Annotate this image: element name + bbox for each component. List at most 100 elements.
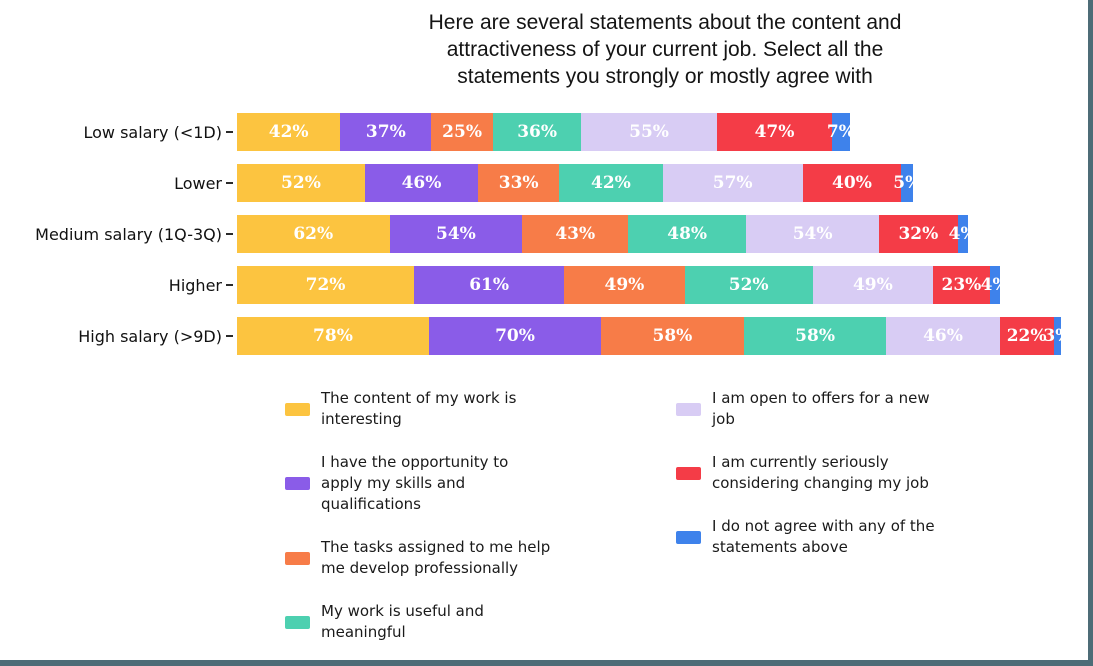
legend-label: I am currently seriously considering cha… xyxy=(712,453,929,492)
bar-segment: 32% xyxy=(879,215,958,253)
bar-segment: 4% xyxy=(981,266,1009,304)
legend-swatch xyxy=(676,530,701,544)
bar-segment: 52% xyxy=(237,164,365,202)
bar-value-label: 25% xyxy=(442,122,482,142)
bar-value-label: 72% xyxy=(305,275,346,295)
bar-segment: 58% xyxy=(743,317,887,355)
bar-value-label: 46% xyxy=(401,173,442,193)
bar-value-label: 3% xyxy=(1043,326,1072,346)
legend-column-right: I am open to offers for a new job I am cu… xyxy=(676,388,935,558)
bar-segment: 43% xyxy=(522,215,629,253)
legend-column-left: The content of my work is interesting I h… xyxy=(285,388,550,643)
plot-area: Low salary (<1D) 42% 37% 25% 36% 55% 47% 7% Lowe… xyxy=(0,113,1071,368)
category-label: High salary (>9D) xyxy=(78,326,222,346)
legend-swatch xyxy=(285,551,310,565)
legend-label: The content of my work is interesting xyxy=(321,389,517,428)
bar-value-label: 49% xyxy=(852,275,893,295)
legend-label: I have the opportunity to apply my skill… xyxy=(321,453,509,513)
legend-swatch xyxy=(285,477,310,490)
bar-segments: 52% 46% 33% 42% 57% 40% 5% xyxy=(237,164,921,202)
bar-segments: 62% 54% 43% 48% 54% 32% 4% xyxy=(237,215,977,253)
bar-segment: 23% xyxy=(933,266,990,304)
bar-row: Lower 52% 46% 33% 42% 57% 40% 5% xyxy=(0,164,1061,202)
bar-segment: 4% xyxy=(949,215,977,253)
bar-segment: 72% xyxy=(237,266,415,304)
bar-value-label: 78% xyxy=(313,326,353,346)
bar-segment: 57% xyxy=(662,164,803,202)
bar-value-label: 62% xyxy=(293,224,334,244)
legend-item: The tasks assigned to me help me develop… xyxy=(285,537,550,579)
bar-segments: 42% 37% 25% 36% 55% 47% 7% xyxy=(237,113,855,151)
bar-row: Low salary (<1D) 42% 37% 25% 36% 55% 47% 7% xyxy=(0,113,1061,151)
legend-item: I do not agree with any of the statement… xyxy=(676,516,935,558)
bar-value-label: 23% xyxy=(941,275,982,295)
legend-swatch xyxy=(285,402,310,416)
axis-tick xyxy=(226,182,233,184)
bar-value-label: 49% xyxy=(604,275,645,295)
bar-segment: 3% xyxy=(1043,317,1071,355)
bar-value-label: 58% xyxy=(652,326,693,346)
bar-row: Medium salary (1Q-3Q) 62% 54% 43% 48% 54% 32% 4… xyxy=(0,215,1061,253)
bar-segment: 40% xyxy=(802,164,902,202)
legend-label: The tasks assigned to me help me develop… xyxy=(321,538,551,577)
axis-tick xyxy=(226,284,233,286)
bar-segment: 48% xyxy=(628,215,747,253)
bar-value-label: 36% xyxy=(517,122,557,142)
chart-title: Here are several statements about the co… xyxy=(428,11,902,88)
bar-value-label: 48% xyxy=(667,224,708,244)
bar-value-label: 55% xyxy=(629,122,669,142)
bar-value-label: 57% xyxy=(712,173,753,193)
category-label: Higher xyxy=(168,275,222,295)
axis-tick xyxy=(226,335,233,337)
bar-segment: 54% xyxy=(389,215,523,253)
bar-value-label: 37% xyxy=(365,122,406,142)
bar-value-label: 58% xyxy=(795,326,835,346)
legend-swatch xyxy=(676,466,701,480)
bar-value-label: 43% xyxy=(555,224,596,244)
category-label: Lower xyxy=(174,173,222,193)
legend-item: My work is useful and meaningful xyxy=(285,601,550,643)
bar-segment: 33% xyxy=(478,164,560,202)
bar-value-label: 22% xyxy=(1006,326,1047,346)
bar-value-label: 52% xyxy=(728,275,769,295)
axis-tick xyxy=(226,233,233,235)
bar-segment: 58% xyxy=(601,317,744,355)
bar-row: Higher 72% 61% 49% 52% 49% 23% 4% xyxy=(0,266,1061,304)
bar-segment: 62% xyxy=(237,215,390,253)
legend-item: I am open to offers for a new job xyxy=(676,388,935,430)
legend-item: The content of my work is interesting xyxy=(285,388,550,430)
bar-value-label: 33% xyxy=(498,173,539,193)
bar-segment: 54% xyxy=(746,215,880,253)
legend-swatch xyxy=(285,615,310,629)
bar-segment: 36% xyxy=(492,113,582,151)
bar-segment: 78% xyxy=(237,317,429,355)
bar-segment: 7% xyxy=(827,113,855,151)
bar-segments: 72% 61% 49% 52% 49% 23% 4% xyxy=(237,266,1009,304)
bar-value-label: 46% xyxy=(923,326,963,346)
bar-segment: 49% xyxy=(812,266,934,304)
legend-label: My work is useful and meaningful xyxy=(321,602,484,641)
bar-value-label: 47% xyxy=(754,122,795,142)
bar-value-label: 40% xyxy=(832,173,872,193)
bar-segment: 37% xyxy=(340,113,432,151)
bar-segment: 42% xyxy=(237,113,341,151)
bar-value-label: 4% xyxy=(980,275,1009,295)
bar-value-label: 5% xyxy=(893,173,922,193)
bar-segment: 70% xyxy=(428,317,602,355)
bar-value-label: 42% xyxy=(268,122,309,142)
bar-value-label: 7% xyxy=(826,122,855,142)
bar-value-label: 42% xyxy=(590,173,631,193)
bar-segment: 46% xyxy=(886,317,1000,355)
bar-segment: 47% xyxy=(716,113,833,151)
legend-swatch xyxy=(676,402,701,416)
bar-segment: 42% xyxy=(559,164,663,202)
bar-value-label: 32% xyxy=(898,224,939,244)
bar-segments: 78% 70% 58% 58% 46% 22% 3% xyxy=(237,317,1071,355)
bar-segment: 61% xyxy=(414,266,565,304)
legend-item: I am currently seriously considering cha… xyxy=(676,452,935,494)
bar-segment: 55% xyxy=(581,113,717,151)
bar-value-label: 54% xyxy=(436,224,476,244)
bar-value-label: 52% xyxy=(281,173,321,193)
bar-value-label: 70% xyxy=(495,326,535,346)
legend-label: I am open to offers for a new job xyxy=(712,389,930,428)
